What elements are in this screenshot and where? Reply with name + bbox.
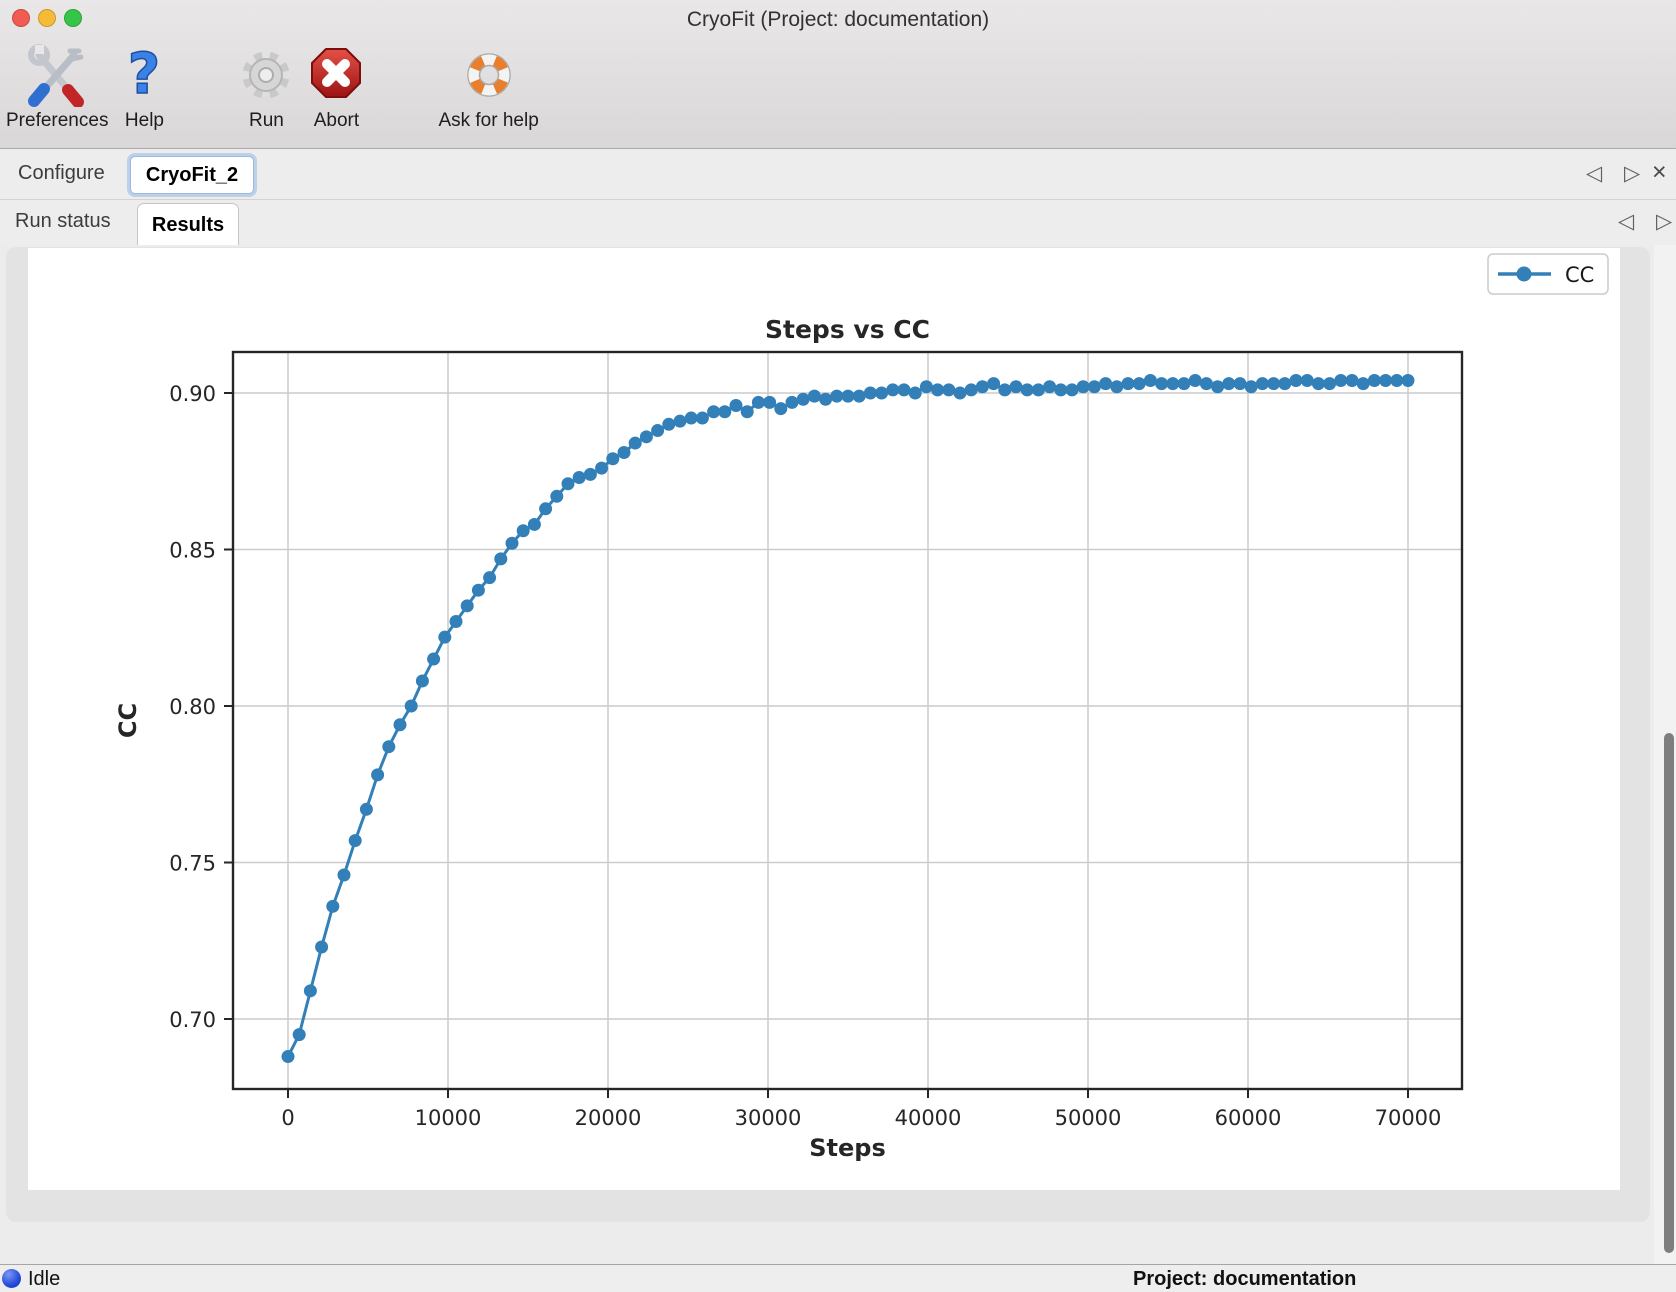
svg-text:?: ? bbox=[128, 43, 160, 107]
close-tab-icon[interactable]: × bbox=[1652, 158, 1667, 186]
status-bar: Idle Project: documentation bbox=[0, 1264, 1676, 1292]
project-label: Project: documentation bbox=[1133, 1268, 1357, 1290]
traffic-lights bbox=[12, 9, 82, 27]
prev-tab-icon[interactable]: ◁ bbox=[1586, 161, 1603, 185]
question-mark-icon: ? bbox=[124, 42, 164, 108]
svg-text:0.85: 0.85 bbox=[169, 539, 216, 563]
svg-text:40000: 40000 bbox=[895, 1106, 962, 1130]
svg-text:CC: CC bbox=[1565, 263, 1594, 287]
help-label: Help bbox=[124, 110, 164, 131]
lifebuoy-icon bbox=[461, 42, 517, 108]
tools-icon bbox=[27, 42, 87, 108]
svg-text:Steps: Steps bbox=[809, 1134, 886, 1162]
abort-button[interactable]: Abort bbox=[308, 42, 364, 132]
svg-text:10000: 10000 bbox=[415, 1106, 482, 1130]
status-indicator-icon bbox=[2, 1269, 21, 1288]
svg-text:0: 0 bbox=[281, 1106, 294, 1130]
gear-icon bbox=[238, 42, 294, 108]
window-title: CryoFit (Project: documentation) bbox=[686, 8, 990, 31]
preferences-label: Preferences bbox=[6, 110, 109, 131]
svg-text:0.90: 0.90 bbox=[169, 382, 216, 406]
svg-text:CC: CC bbox=[114, 703, 142, 738]
minimize-window-button[interactable] bbox=[38, 9, 56, 27]
next-view-icon[interactable]: ▷ bbox=[1656, 209, 1673, 233]
svg-text:0.70: 0.70 bbox=[169, 1008, 216, 1032]
toolbar: Preferences ? Help Run bbox=[0, 42, 539, 148]
run-label: Run bbox=[249, 110, 284, 131]
plot-canvas: 0 10000 20000 30000 40000 50000 60000 70000 0.70… bbox=[28, 248, 1620, 1190]
zoom-window-button[interactable] bbox=[64, 9, 82, 27]
ask-for-help-button[interactable]: Ask for help bbox=[438, 42, 539, 132]
titlebar: CryoFit (Project: documentation) bbox=[0, 0, 1676, 40]
svg-text:70000: 70000 bbox=[1375, 1106, 1442, 1130]
vertical-scrollbar-thumb[interactable] bbox=[1664, 733, 1674, 1253]
help-button[interactable]: ? Help bbox=[124, 42, 164, 132]
svg-text:50000: 50000 bbox=[1055, 1106, 1122, 1130]
close-window-button[interactable] bbox=[12, 9, 30, 27]
tab-configure[interactable]: Configure bbox=[18, 162, 105, 184]
tab-results[interactable]: Results bbox=[137, 203, 239, 246]
results-panel: 0 10000 20000 30000 40000 50000 60000 70000 0.70… bbox=[0, 245, 1676, 1264]
preferences-button[interactable]: Preferences bbox=[6, 42, 108, 132]
abort-label: Abort bbox=[313, 110, 360, 131]
ask-for-help-label: Ask for help bbox=[438, 110, 539, 131]
svg-text:20000: 20000 bbox=[575, 1106, 642, 1130]
abort-octagon-icon bbox=[308, 42, 364, 108]
svg-text:30000: 30000 bbox=[735, 1106, 802, 1130]
tab-results-label: Results bbox=[151, 213, 225, 236]
svg-text:Steps vs CC: Steps vs CC bbox=[765, 315, 930, 344]
svg-text:0.75: 0.75 bbox=[169, 852, 216, 876]
prev-view-icon[interactable]: ◁ bbox=[1618, 209, 1635, 233]
tab-run-status[interactable]: Run status bbox=[15, 210, 111, 232]
tab-cryofit-2[interactable]: CryoFit_2 bbox=[130, 156, 254, 194]
run-button[interactable]: Run bbox=[238, 42, 294, 132]
tab-cryofit-2-label: CryoFit_2 bbox=[145, 163, 239, 186]
next-tab-icon[interactable]: ▷ bbox=[1624, 161, 1641, 185]
document-tab-bar: Configure CryoFit_2 ◁ ▷ × bbox=[0, 150, 1676, 200]
window-chrome: CryoFit (Project: documentation) bbox=[0, 0, 1676, 149]
steps-vs-cc-chart: 0 10000 20000 30000 40000 50000 60000 70000 0.70… bbox=[114, 253, 1609, 1162]
status-text: Idle bbox=[28, 1268, 61, 1290]
svg-text:0.80: 0.80 bbox=[169, 695, 216, 719]
svg-text:60000: 60000 bbox=[1215, 1106, 1282, 1130]
view-tab-bar: Run status Results ◁ ▷ bbox=[0, 200, 1676, 246]
